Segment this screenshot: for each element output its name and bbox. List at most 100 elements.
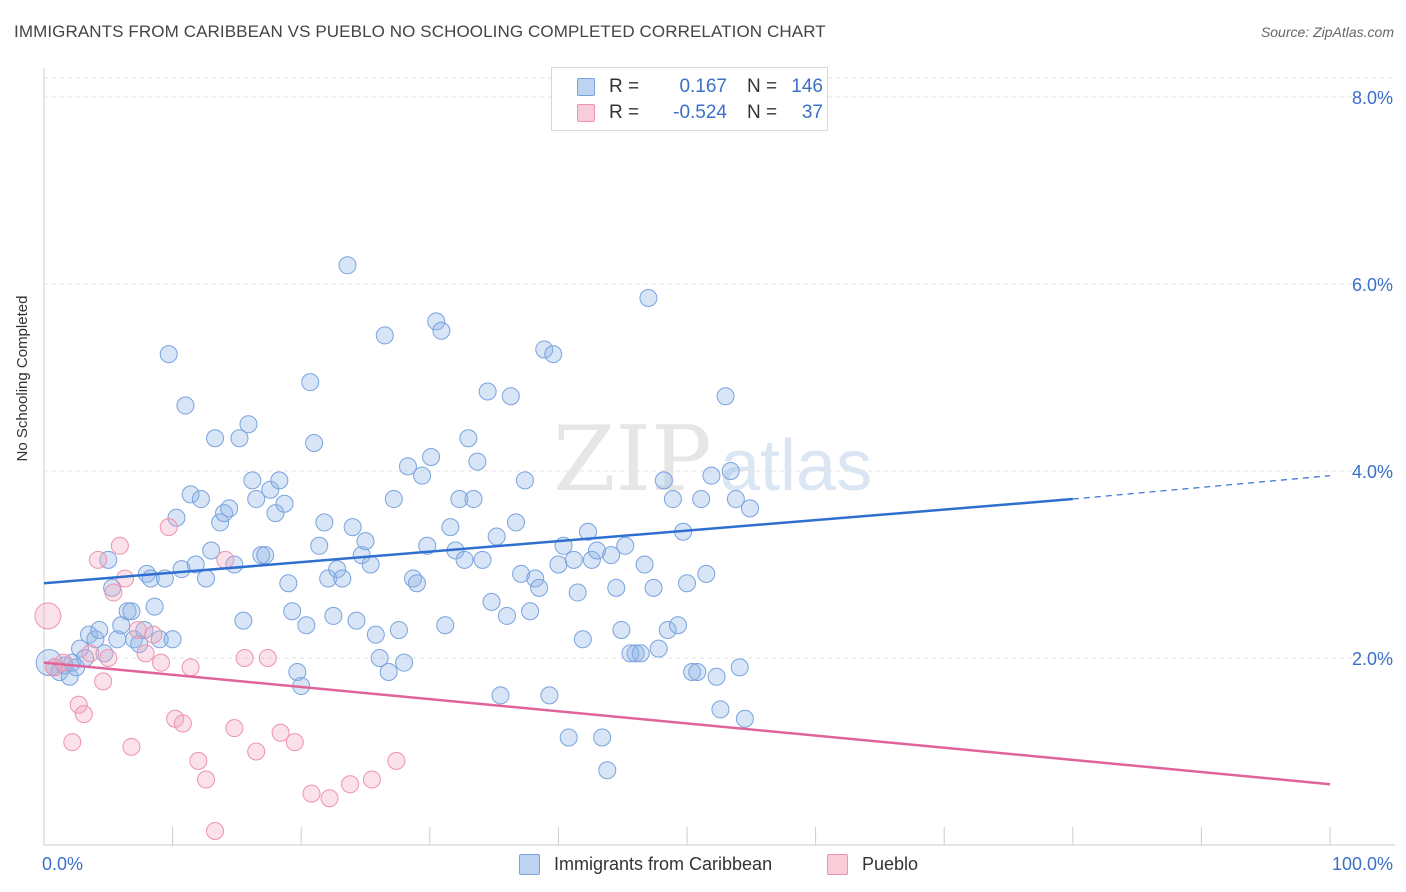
pueblo-point (136, 644, 155, 663)
caribbean-point (450, 490, 469, 509)
caribbean-point (407, 574, 426, 593)
caribbean-point (587, 541, 606, 560)
caribbean-point (310, 536, 329, 555)
caribbean-point (678, 574, 696, 593)
caribbean-point (122, 602, 141, 621)
caribbean-point (220, 499, 239, 518)
caribbean-point (252, 546, 271, 565)
source-label: Source: ZipAtlas.com (1260, 24, 1394, 40)
caribbean-point (473, 550, 492, 569)
caribbean-point (683, 663, 702, 682)
caribbean-point (389, 620, 408, 639)
caribbean-point (256, 546, 275, 565)
caribbean-point (398, 457, 417, 476)
caribbean-point (319, 569, 338, 588)
caribbean-point (649, 639, 668, 658)
bottom-legend-swatch-caribbean (519, 853, 540, 875)
caribbean-point (436, 616, 455, 635)
caribbean-point (598, 761, 617, 780)
caribbean-point (422, 447, 441, 466)
caribbean-point (716, 387, 735, 406)
caribbean-point (568, 583, 587, 602)
pueblo-point (81, 644, 100, 663)
caribbean-point (512, 564, 531, 583)
caribbean-point (86, 630, 105, 649)
caribbean-point (441, 518, 460, 537)
caribbean-point (279, 574, 298, 593)
caribbean-point (711, 700, 730, 719)
caribbean-point (612, 620, 631, 639)
x-tick-label: 100.0% (1332, 854, 1393, 874)
caribbean-point (333, 569, 352, 588)
caribbean-point (261, 480, 280, 499)
pueblo-point (235, 649, 254, 667)
caribbean-point (211, 513, 230, 532)
caribbean-point (328, 560, 347, 579)
bottom-legend-swatch-pueblo (827, 853, 848, 875)
caribbean-point (702, 466, 721, 485)
pueblo-point (189, 751, 208, 770)
legend-r-label: R = (609, 102, 640, 123)
caribbean-point (163, 630, 182, 649)
caribbean-point (413, 466, 432, 485)
caribbean-point (275, 494, 294, 513)
legend-n-label: N = (747, 102, 778, 123)
chart-title: IMMIGRANTS FROM CARIBBEAN VS PUEBLO NO S… (14, 22, 826, 41)
caribbean-point (347, 611, 366, 630)
legend-r-value: -0.524 (673, 102, 727, 123)
caribbean-point (497, 606, 516, 625)
legend-swatch-pueblo (577, 104, 595, 122)
pueblo-point (320, 789, 339, 808)
caribbean-point (247, 490, 266, 509)
caribbean-point (297, 616, 316, 635)
caribbean-point (578, 522, 597, 541)
caribbean-point (305, 433, 324, 452)
watermark: ZIP (553, 407, 712, 512)
caribbean-point (186, 555, 205, 574)
y-tick-label: 6.0% (1352, 275, 1393, 295)
legend-swatch-caribbean (577, 78, 595, 96)
legend-row-pueblo: R = -0.524 N = 37 (577, 101, 823, 125)
watermark-atlas: atlas (720, 426, 872, 506)
caribbean-point (270, 471, 289, 490)
pueblo-point (216, 550, 235, 569)
caribbean-point (668, 616, 687, 635)
caribbean-point (607, 578, 626, 597)
pueblo-point (225, 719, 244, 738)
caribbean-point (288, 663, 307, 682)
caribbean-point (80, 625, 99, 644)
bottom-legend-label-pueblo: Pueblo (862, 853, 919, 874)
pueblo-point (99, 649, 118, 667)
pueblo-point (159, 518, 178, 537)
caribbean-point (197, 569, 216, 588)
caribbean-point (688, 663, 707, 682)
caribbean-point (343, 518, 362, 537)
caribbean-point (206, 429, 225, 448)
caribbean-point (658, 620, 677, 639)
caribbean-point (379, 663, 398, 682)
bottom-legend-label-caribbean: Immigrants from Caribbean (554, 853, 773, 874)
caribbean-point (644, 578, 663, 597)
pueblo-point (122, 737, 141, 756)
caribbean-point (535, 340, 554, 359)
caribbean-point (356, 532, 375, 551)
caribbean-point (432, 321, 451, 340)
caribbean-point (602, 546, 621, 565)
caribbean-point (631, 644, 650, 663)
caribbean-point (135, 620, 154, 639)
pueblo-point (197, 770, 216, 789)
pueblo-point (128, 620, 147, 639)
caribbean-point (455, 550, 474, 569)
caribbean-point (663, 490, 682, 509)
pueblo-point (362, 770, 381, 789)
pueblo-point (69, 695, 88, 714)
caribbean-point (145, 597, 164, 616)
caribbean-point (741, 499, 760, 518)
legend-r-label: R = (609, 76, 640, 97)
caribbean-point (301, 373, 320, 392)
pueblo-point (152, 653, 171, 672)
caribbean-point (491, 686, 510, 705)
pueblo-point (63, 733, 82, 752)
caribbean-point (544, 345, 563, 364)
caribbean-point (191, 490, 210, 509)
